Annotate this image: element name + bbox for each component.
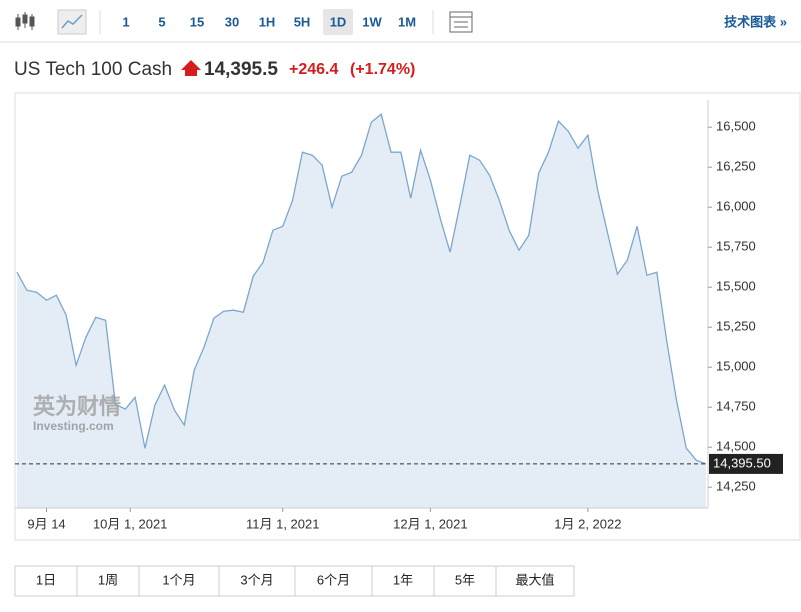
instrument-name: US Tech 100 Cash (14, 59, 172, 80)
up-arrow (181, 60, 201, 76)
interval-button[interactable]: 5 (158, 14, 165, 29)
y-tick-label: 16,250 (716, 159, 756, 174)
line-icon[interactable] (57, 9, 87, 35)
range-label: 5年 (455, 572, 475, 587)
price: 14,395.5 (204, 59, 278, 80)
price-line (16, 113, 707, 465)
interval-button[interactable]: 1M (398, 14, 416, 29)
range-button[interactable] (495, 565, 575, 597)
watermark-cn: 英为财情 (33, 394, 121, 419)
y-tick-label: 15,000 (716, 359, 756, 374)
interval-button[interactable]: 30 (225, 14, 239, 29)
range-label: 最大值 (515, 572, 554, 587)
range-button[interactable] (76, 565, 140, 597)
interval-button[interactable]: 1D (330, 14, 347, 29)
interval-button[interactable]: 1 (122, 14, 129, 29)
interval-button[interactable]: 5H (294, 14, 311, 29)
change: +246.4 (289, 61, 338, 78)
y-tick-label: 16,000 (716, 199, 756, 214)
y-tick-label: 15,500 (716, 279, 756, 294)
range-button[interactable] (218, 565, 296, 597)
last-price-label: 14,395.50 (713, 455, 771, 470)
x-tick-label: 9月 14 (27, 516, 65, 531)
y-tick-label: 14,500 (716, 439, 756, 454)
interval-button[interactable]: 1W (362, 14, 382, 29)
watermark: 英为财情 Investing.com (33, 394, 121, 433)
range-button[interactable] (371, 565, 435, 597)
range-label: 1个月 (162, 572, 195, 587)
interval-button[interactable]: 1H (259, 14, 276, 29)
y-tick-label: 14,750 (716, 399, 756, 414)
technical-link[interactable]: 技术图表 » (724, 14, 787, 29)
range-label: 1年 (393, 572, 413, 587)
range-label: 1周 (98, 572, 118, 587)
x-tick-label: 12月 1, 2021 (393, 516, 467, 531)
layout-icon[interactable] (449, 11, 473, 33)
last-price-box (709, 453, 783, 474)
range-button[interactable] (138, 565, 220, 597)
y-tick-label: 15,750 (716, 239, 756, 254)
x-tick-label: 1月 2, 2022 (554, 516, 621, 531)
watermark-en: Investing.com (33, 419, 114, 433)
y-tick-label: 16,500 (716, 119, 756, 134)
area-fill (17, 114, 706, 508)
range-label: 3个月 (240, 572, 273, 587)
interval-button[interactable]: 15 (190, 14, 204, 29)
candle-icon[interactable] (15, 12, 35, 30)
range-button[interactable] (433, 565, 497, 597)
range-label: 6个月 (317, 572, 350, 587)
y-tick-label: 15,250 (716, 319, 756, 334)
range-button[interactable] (294, 565, 373, 597)
change-percent: (+1.74%) (350, 61, 415, 78)
range-label: 1日 (36, 572, 56, 587)
x-tick-label: 10月 1, 2021 (93, 516, 167, 531)
selected-bg (323, 9, 353, 35)
y-tick-label: 14,250 (716, 479, 756, 494)
x-tick-label: 11月 1, 2021 (246, 516, 319, 531)
